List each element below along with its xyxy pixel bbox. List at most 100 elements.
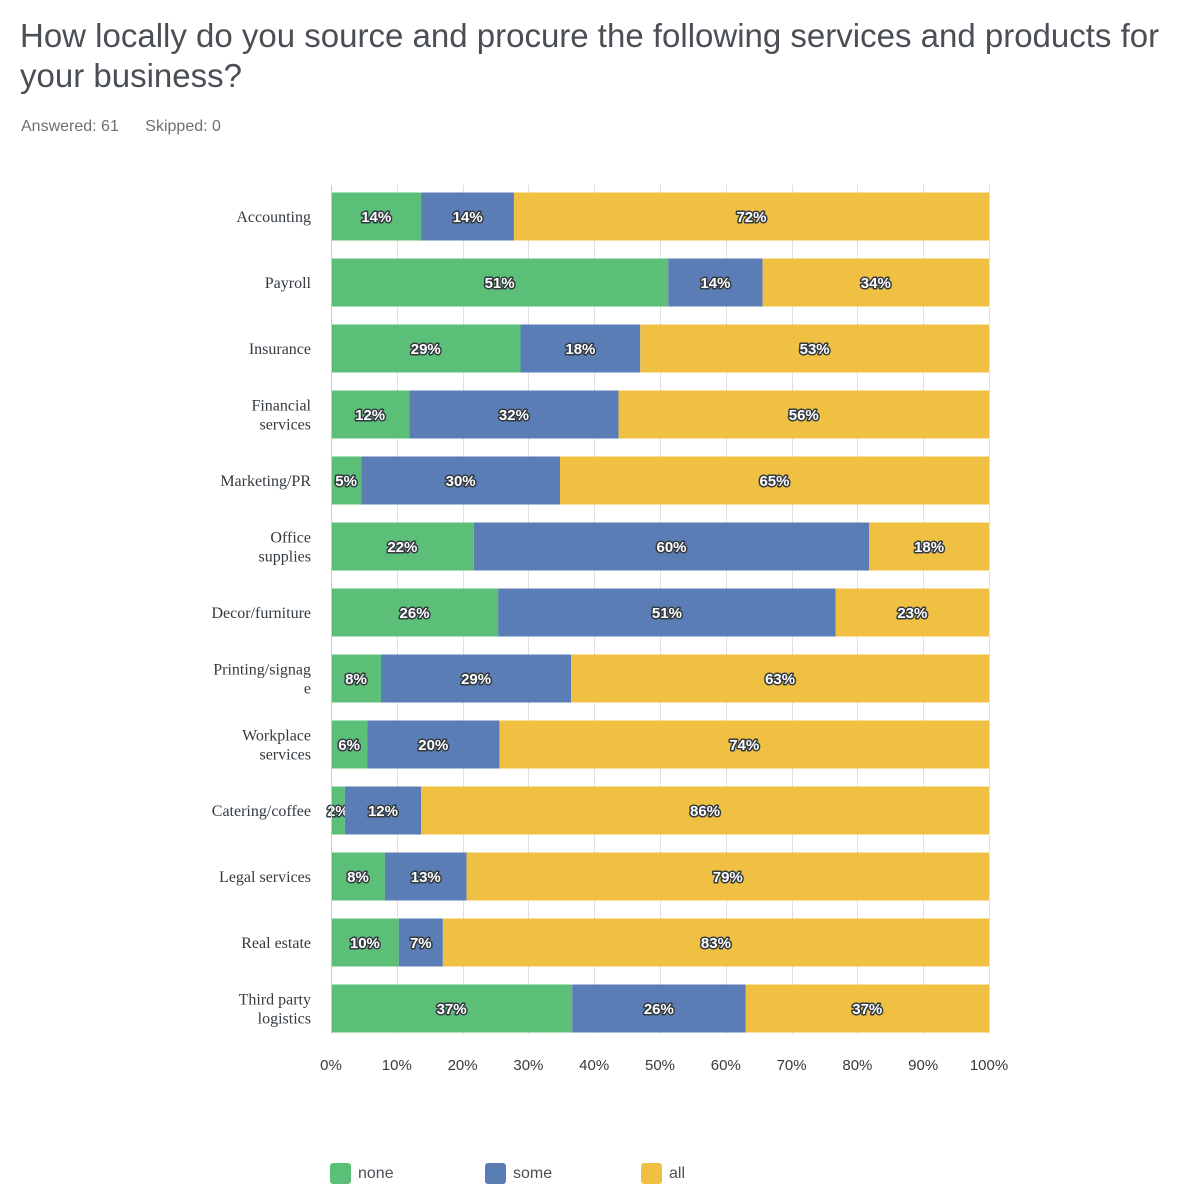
- category-label: services: [259, 417, 311, 434]
- bar-segment-some: [473, 522, 870, 571]
- skipped-count: Skipped: 0: [145, 118, 221, 135]
- bar-segment-all: [442, 918, 989, 967]
- bar-segment-some: [498, 588, 836, 637]
- bar-segment-none: [331, 654, 382, 703]
- data-label: 12%: [355, 407, 385, 424]
- data-label: 10%: [350, 935, 380, 952]
- category-label: e: [304, 681, 311, 698]
- stacked-bar-chart: 0% 10% 20% 30% 40% 50% 60% 70% 80% 90% 100% 14% 14% 7…: [211, 185, 1008, 1074]
- bar-segment-some: [398, 918, 443, 967]
- data-label: 29%: [461, 671, 491, 688]
- response-stats: Answered: 61 Skipped: 0: [21, 118, 243, 136]
- data-label: 12%: [368, 803, 398, 820]
- data-label: 51%: [652, 605, 682, 622]
- category-label: Legal services: [219, 869, 311, 886]
- data-label: 8%: [347, 869, 369, 886]
- legend-label: some: [513, 1164, 553, 1182]
- bar-segment-all: [421, 786, 989, 835]
- bar-segment-none: [331, 258, 669, 307]
- question-title: How locally do you source and procure th…: [20, 17, 1160, 94]
- category-label: Insurance: [249, 341, 311, 358]
- category-label: Office: [270, 530, 311, 547]
- x-tick-label: 50%: [645, 1057, 675, 1074]
- category-label: Catering/coffee: [212, 803, 311, 820]
- legend-item-all: all: [641, 1163, 685, 1184]
- category-label: Real estate: [241, 935, 311, 952]
- bar-segment-all: [618, 390, 989, 439]
- x-tick-label: 40%: [579, 1057, 609, 1074]
- data-label: 18%: [914, 539, 944, 556]
- category-label: Marketing/PR: [220, 473, 311, 490]
- data-label: 74%: [729, 737, 759, 754]
- data-label: 20%: [418, 737, 448, 754]
- x-tick-label: 0%: [320, 1057, 342, 1074]
- data-label: 37%: [852, 1001, 882, 1018]
- legend-swatch: [330, 1163, 351, 1184]
- bar-segment-some: [409, 390, 619, 439]
- bar-segment-none: [331, 588, 499, 637]
- data-label: 56%: [789, 407, 819, 424]
- data-label: 53%: [800, 341, 830, 358]
- category-label: supplies: [259, 549, 311, 566]
- data-label: 51%: [485, 275, 515, 292]
- category-label: Printing/signag: [213, 662, 311, 679]
- bar-segment-none: [331, 192, 422, 241]
- bar-segment-all: [499, 720, 989, 769]
- bar-segment-some: [668, 258, 763, 307]
- data-label: 86%: [690, 803, 720, 820]
- bar-segment-none: [331, 720, 368, 769]
- bar-segment-all: [640, 324, 989, 373]
- legend-item-some: some: [485, 1163, 552, 1184]
- x-tick-label: 90%: [908, 1057, 938, 1074]
- bar-segment-all: [513, 192, 989, 241]
- category-label: services: [259, 747, 311, 764]
- data-label: 8%: [345, 671, 367, 688]
- bar-segment-none: [331, 522, 474, 571]
- bar-segment-all: [466, 852, 990, 901]
- bar-segment-none: [331, 786, 345, 835]
- bar-segment-none: [331, 918, 399, 967]
- x-tick-label: 80%: [842, 1057, 872, 1074]
- bar-segment-none: [331, 984, 573, 1033]
- data-label: 72%: [736, 209, 766, 226]
- legend-swatch: [641, 1163, 662, 1184]
- data-label: 18%: [565, 341, 595, 358]
- data-label: 13%: [411, 869, 441, 886]
- data-label: 34%: [861, 275, 891, 292]
- data-label: 22%: [387, 539, 417, 556]
- bar-segment-some: [384, 852, 467, 901]
- bar-segment-some: [361, 456, 560, 505]
- data-label: 32%: [499, 407, 529, 424]
- bar-segment-all: [745, 984, 989, 1033]
- x-tick-label: 70%: [777, 1057, 807, 1074]
- category-label: logistics: [258, 1011, 311, 1028]
- legend-item-none: none: [330, 1163, 394, 1184]
- x-tick-label: 20%: [448, 1057, 478, 1074]
- bar-segment-some: [421, 192, 514, 241]
- bar-segment-all: [559, 456, 989, 505]
- bar-segment-none: [331, 852, 385, 901]
- data-label: 63%: [765, 671, 795, 688]
- bar-segment-all: [762, 258, 989, 307]
- category-label: Payroll: [265, 275, 312, 292]
- data-label: 14%: [700, 275, 730, 292]
- data-label: 23%: [897, 605, 927, 622]
- bar-segment-none: [331, 456, 362, 505]
- data-label: 83%: [701, 935, 731, 952]
- bar-segment-some: [344, 786, 422, 835]
- x-tick-label: 100%: [970, 1057, 1008, 1074]
- category-label: Third party: [239, 992, 311, 1009]
- category-label: Workplace: [242, 728, 311, 745]
- data-label: 29%: [411, 341, 441, 358]
- legend-swatch: [485, 1163, 506, 1184]
- chart-legend: none some all: [0, 1163, 1190, 1193]
- bar-segment-some: [572, 984, 746, 1033]
- category-label: Decor/furniture: [211, 605, 311, 622]
- answered-count: Answered: 61: [21, 118, 119, 135]
- data-label: 14%: [453, 209, 483, 226]
- bar-segment-some: [381, 654, 572, 703]
- legend-label: all: [669, 1164, 686, 1182]
- data-label: 6%: [338, 737, 360, 754]
- bar-segment-some: [367, 720, 500, 769]
- category-label: Accounting: [236, 209, 311, 226]
